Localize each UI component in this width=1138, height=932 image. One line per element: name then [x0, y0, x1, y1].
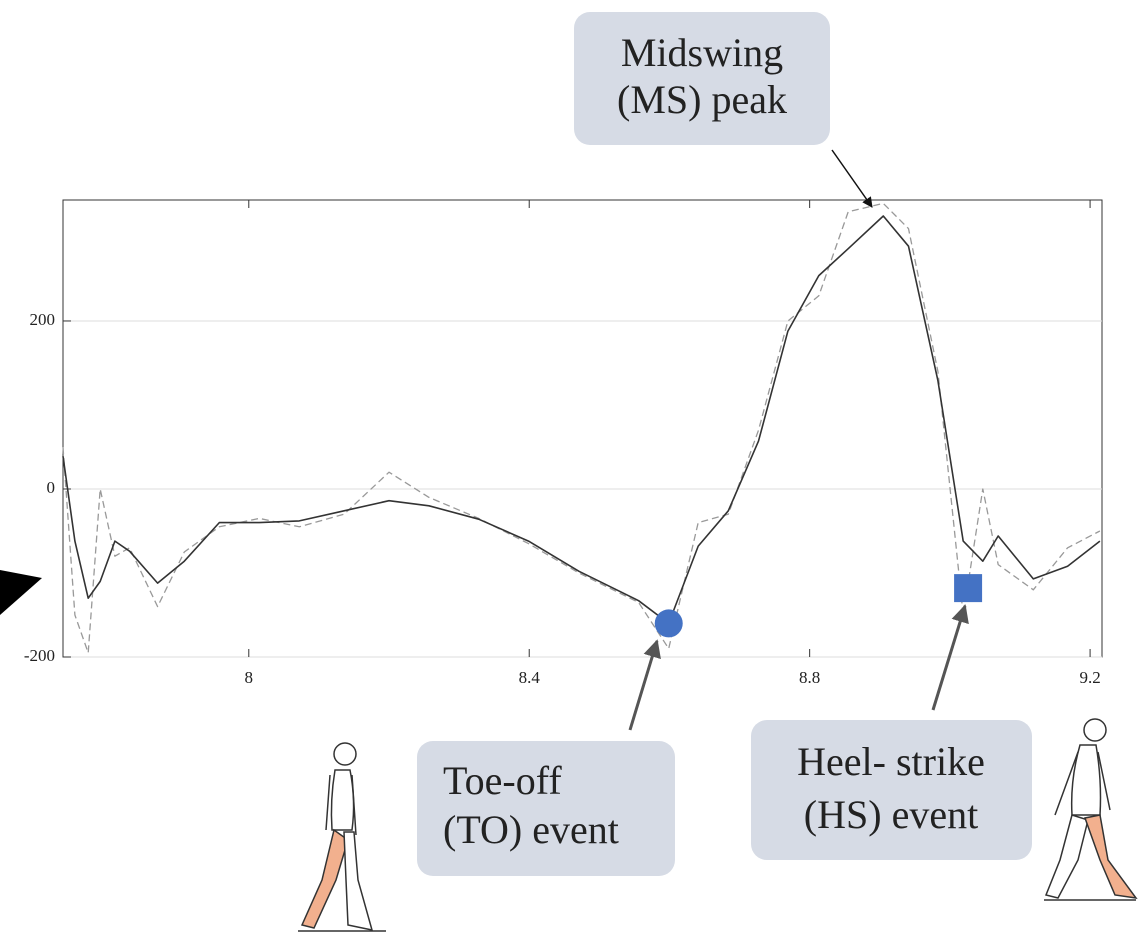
arrowhead — [0, 570, 42, 615]
annotation-text: (HS) event — [804, 792, 978, 837]
x-tick-label: 8.8 — [799, 668, 820, 687]
annotation-text: Heel- strike — [797, 739, 985, 784]
annotation-text: (TO) event — [443, 807, 619, 852]
x-tick-label: 8.4 — [519, 668, 541, 687]
y-tick-label: -200 — [24, 646, 55, 665]
arrow — [831, 149, 873, 208]
plot-area: -200 0 200 8 8.4 8.8 9.2 — [24, 199, 1103, 687]
event-marker — [654, 609, 683, 638]
arrow — [931, 604, 969, 711]
y-tick-label: 200 — [30, 310, 56, 329]
arrow — [628, 639, 661, 731]
plot-frame — [62, 199, 1103, 658]
annotation-box — [574, 12, 830, 145]
series-line — [62, 215, 1101, 625]
walker-figure — [1044, 718, 1138, 901]
x-tick-label: 9.2 — [1079, 668, 1100, 687]
annotation-text: Toe-off — [443, 758, 562, 803]
annotation-text: (MS) peak — [617, 77, 787, 122]
annotation-text: Midswing — [621, 30, 783, 75]
x-tick-label: 8 — [245, 668, 254, 687]
series-line — [62, 202, 1101, 654]
annotation-box — [417, 741, 675, 876]
annotation-box — [751, 720, 1032, 860]
y-tick-label: 0 — [47, 478, 56, 497]
walker-figure — [298, 742, 386, 932]
event-marker — [954, 574, 983, 603]
